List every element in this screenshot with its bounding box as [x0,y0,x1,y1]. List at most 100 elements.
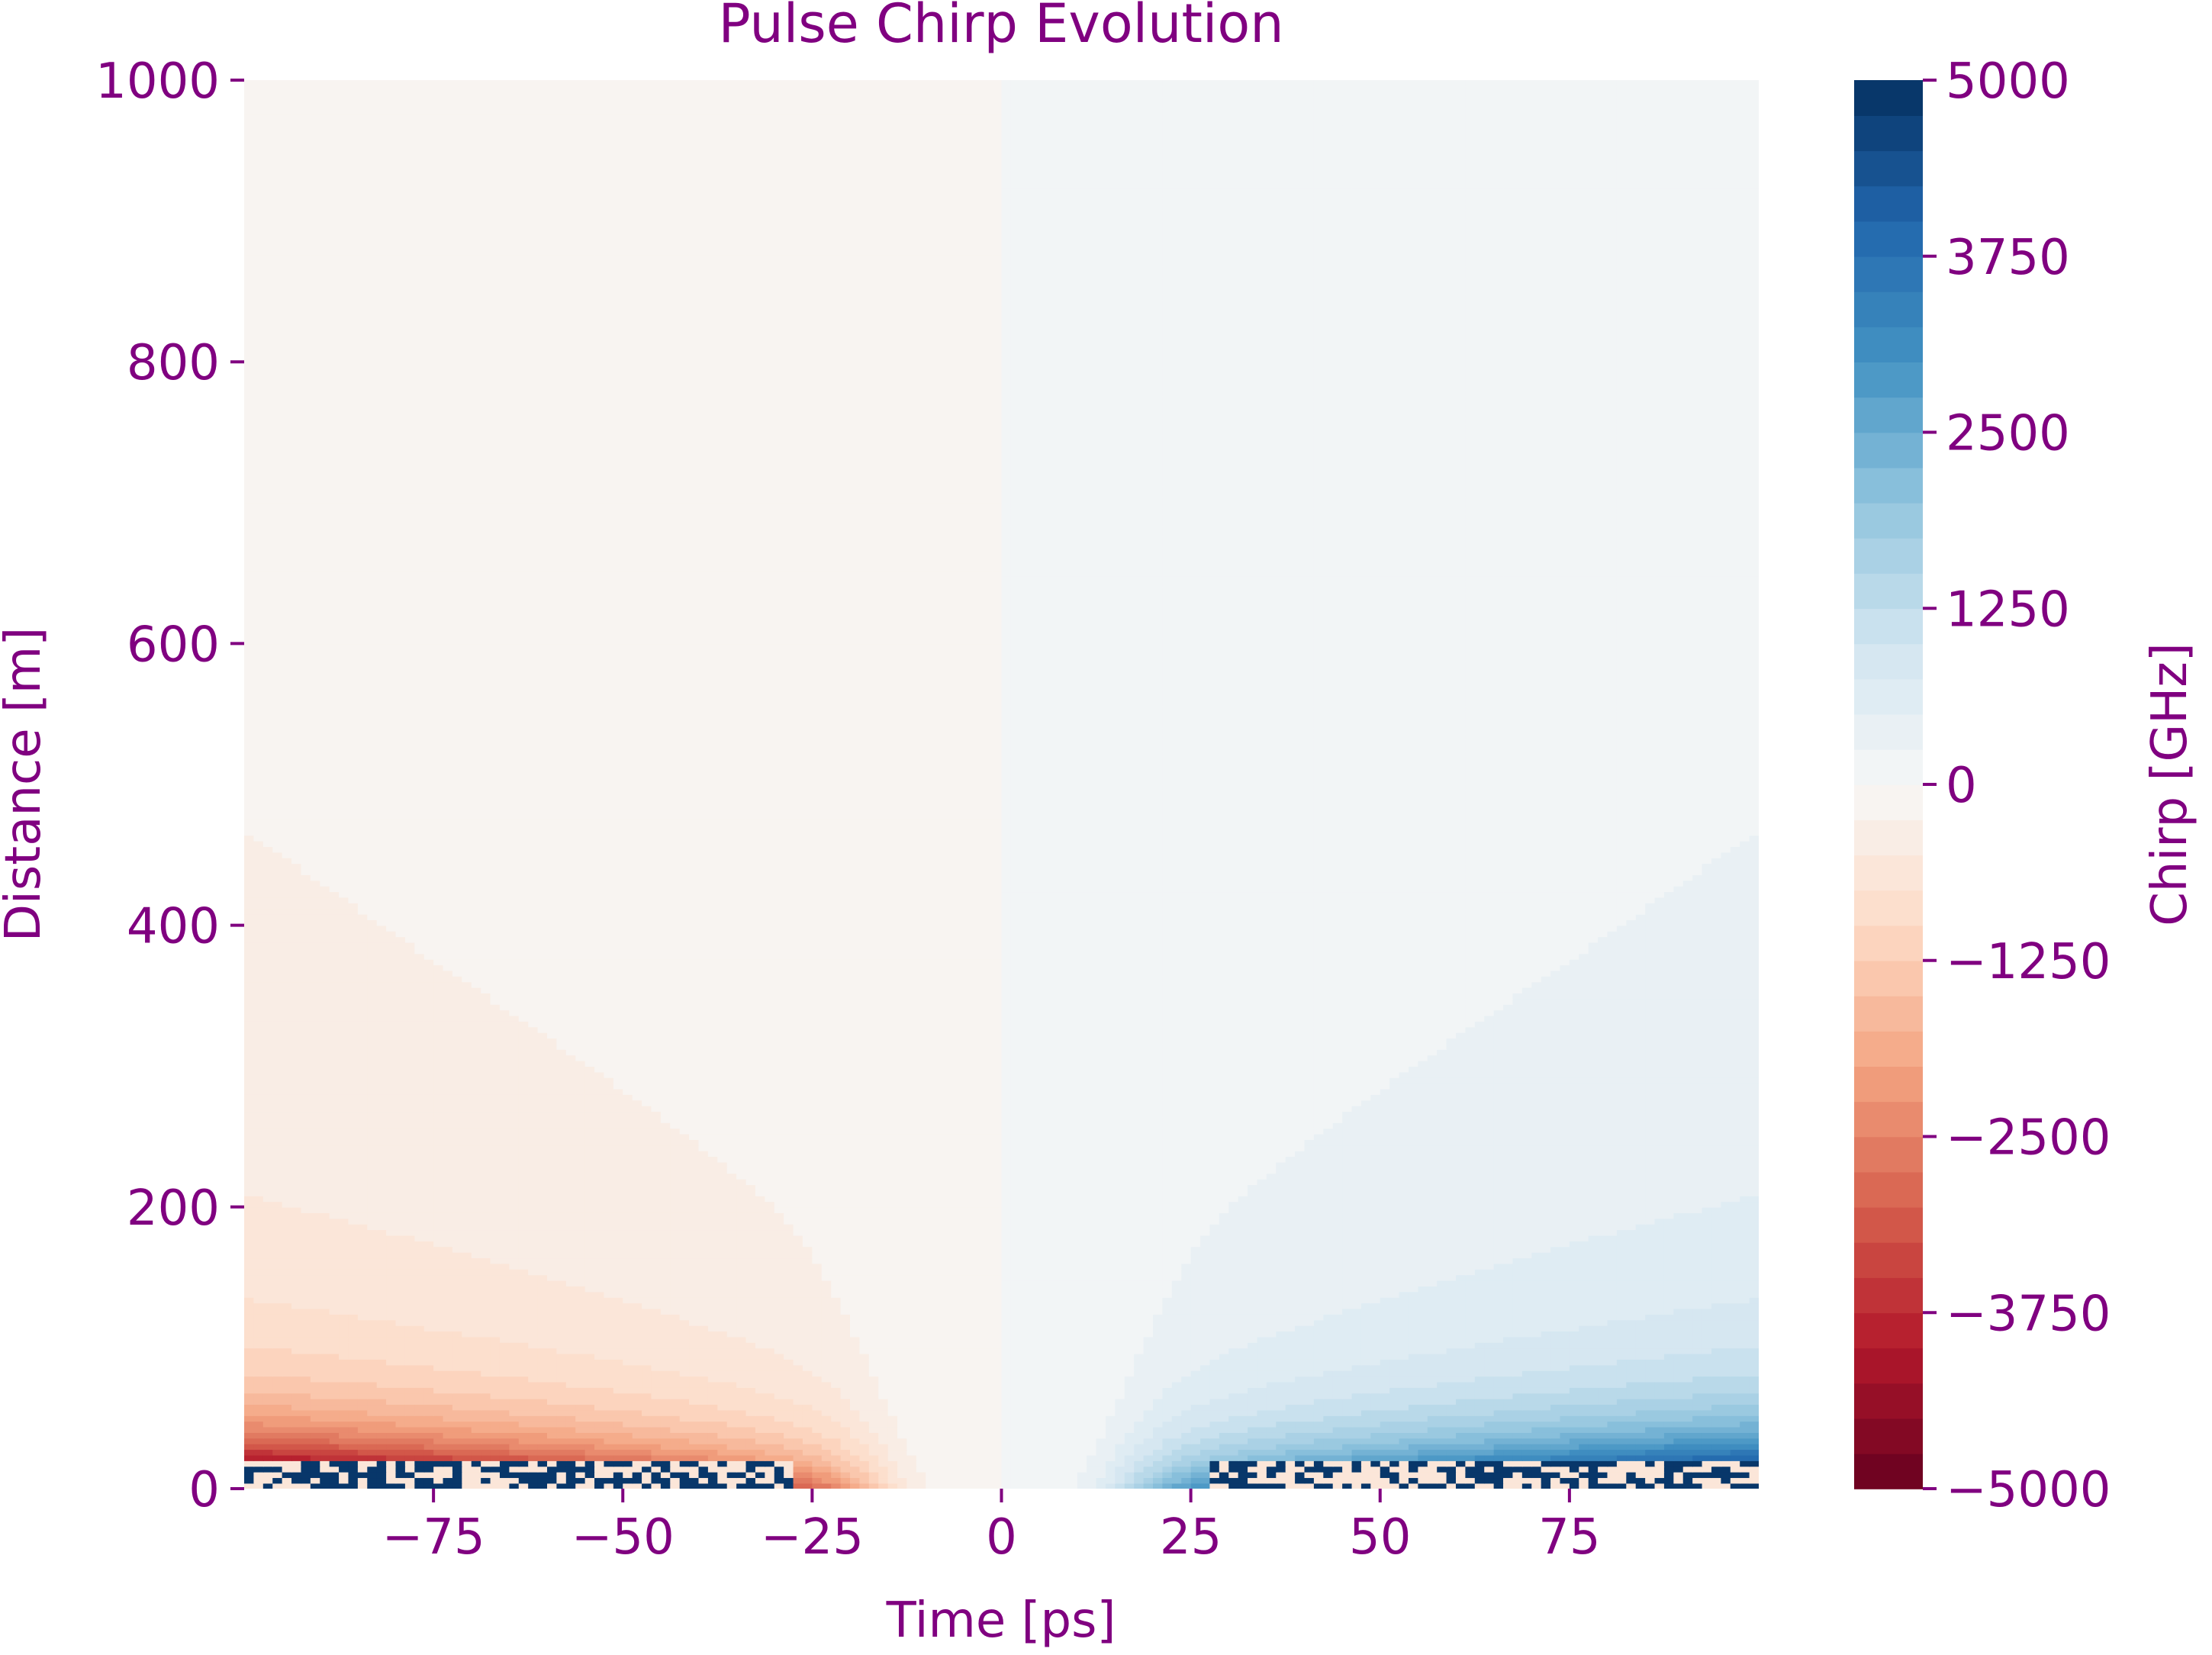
heatmap-cell [1276,1472,1286,1478]
heatmap-cell [642,1331,652,1337]
heatmap-cell [566,1342,576,1348]
heatmap-cell [1626,1399,1636,1405]
heatmap-cell [916,1444,926,1450]
heatmap-cell [1077,1421,1087,1427]
heatmap-cell [244,1365,254,1371]
heatmap-cell [1512,1354,1522,1360]
heatmap-cell [1209,1432,1219,1438]
heatmap-cell [1589,1483,1599,1489]
heatmap-cell [528,1387,538,1393]
heatmap-cell [1181,1314,1191,1320]
heatmap-cell [330,1309,340,1315]
heatmap-cell [1608,1432,1618,1438]
heatmap-cell [945,1477,955,1483]
heatmap-cell [1560,1359,1570,1365]
heatmap-cell [1361,1359,1371,1365]
heatmap-cell [311,1314,320,1320]
heatmap-cell [244,1460,254,1467]
heatmap-cell [1447,1325,1457,1331]
heatmap-cell [992,1466,1002,1472]
heatmap-cell [1087,1382,1096,1388]
heatmap-cell [1011,1432,1021,1438]
heatmap-cell [538,1348,548,1354]
heatmap-cell [841,1337,851,1343]
heatmap-cell [386,1348,396,1354]
heatmap-cell [1011,1376,1021,1382]
heatmap-cell [1257,1399,1267,1405]
heatmap-cell [774,1404,784,1410]
heatmap-cell [689,1348,699,1354]
heatmap-cell [831,1472,841,1478]
heatmap-cell [897,1432,907,1438]
heatmap-cell [850,1404,860,1410]
heatmap-cell [1314,1376,1324,1382]
heatmap-cell [1077,1483,1087,1489]
heatmap-cell [850,1421,860,1427]
heatmap-cell [1058,1472,1068,1478]
heatmap-cell [1305,1427,1315,1433]
heatmap-cell [1067,1387,1077,1393]
heatmap-cell [1636,1477,1646,1483]
heatmap-cell [680,1331,690,1337]
heatmap-cell [642,1348,652,1354]
heatmap-cell [633,1410,642,1416]
heatmap-cell [1550,1438,1560,1444]
heatmap-cell [850,1354,860,1360]
heatmap-cell [699,1472,709,1478]
heatmap-cell [414,1314,424,1320]
heatmap-cell [414,1376,424,1382]
heatmap-cell [623,1331,633,1337]
heatmap-cell [358,1331,368,1337]
heatmap-cell [1162,1319,1172,1325]
heatmap-cell [1305,1348,1315,1354]
heatmap-cell [869,1342,879,1348]
heatmap-cell [897,1466,907,1472]
heatmap-cell [367,1449,377,1455]
heatmap-cell [1096,1466,1106,1472]
heatmap-cell [1125,1483,1135,1489]
heatmap-cell [358,1410,368,1416]
heatmap-cell [1067,1382,1077,1388]
heatmap-cell [1267,1432,1277,1438]
heatmap-cell [765,1359,774,1365]
heatmap-cell [1692,1472,1702,1478]
heatmap-cell [528,1309,538,1315]
heatmap-cell [1286,1460,1296,1467]
heatmap-cell [746,1314,756,1320]
heatmap-cell [1645,1325,1655,1331]
heatmap-cell [519,1399,529,1405]
heatmap-cell [1058,1432,1068,1438]
heatmap-cell [1484,1421,1494,1427]
heatmap-cell [765,1314,774,1320]
heatmap-cell [585,1354,595,1360]
heatmap-cell [1589,1472,1599,1478]
heatmap-cell [1645,1342,1655,1348]
heatmap-cell [1352,1421,1362,1427]
heatmap-cell [481,1444,491,1450]
heatmap-cell [1447,1449,1457,1455]
heatmap-cell [547,1387,557,1393]
heatmap-cell [519,1477,529,1483]
heatmap-cell [869,1399,879,1405]
heatmap-cell [253,1472,263,1478]
heatmap-cell [1456,1359,1466,1365]
heatmap-cell [774,1387,784,1393]
heatmap-cell [519,1342,529,1348]
heatmap-cell [746,1382,756,1388]
heatmap-cell [1608,1466,1618,1472]
heatmap-cell [1314,1421,1324,1427]
heatmap-cell [1248,1314,1257,1320]
heatmap-cell [717,1337,727,1343]
heatmap-cell [348,1415,358,1422]
heatmap-cell [774,1438,784,1444]
heatmap-cell [547,1376,557,1382]
heatmap-cell [358,1342,368,1348]
heatmap-cell [594,1477,604,1483]
heatmap-cell [272,1365,282,1371]
heatmap-cell [878,1319,888,1325]
heatmap-cell [1503,1348,1513,1354]
heatmap-cell [301,1415,311,1422]
heatmap-cell [1399,1331,1409,1337]
heatmap-cell [812,1319,822,1325]
heatmap-cell [1295,1382,1305,1388]
